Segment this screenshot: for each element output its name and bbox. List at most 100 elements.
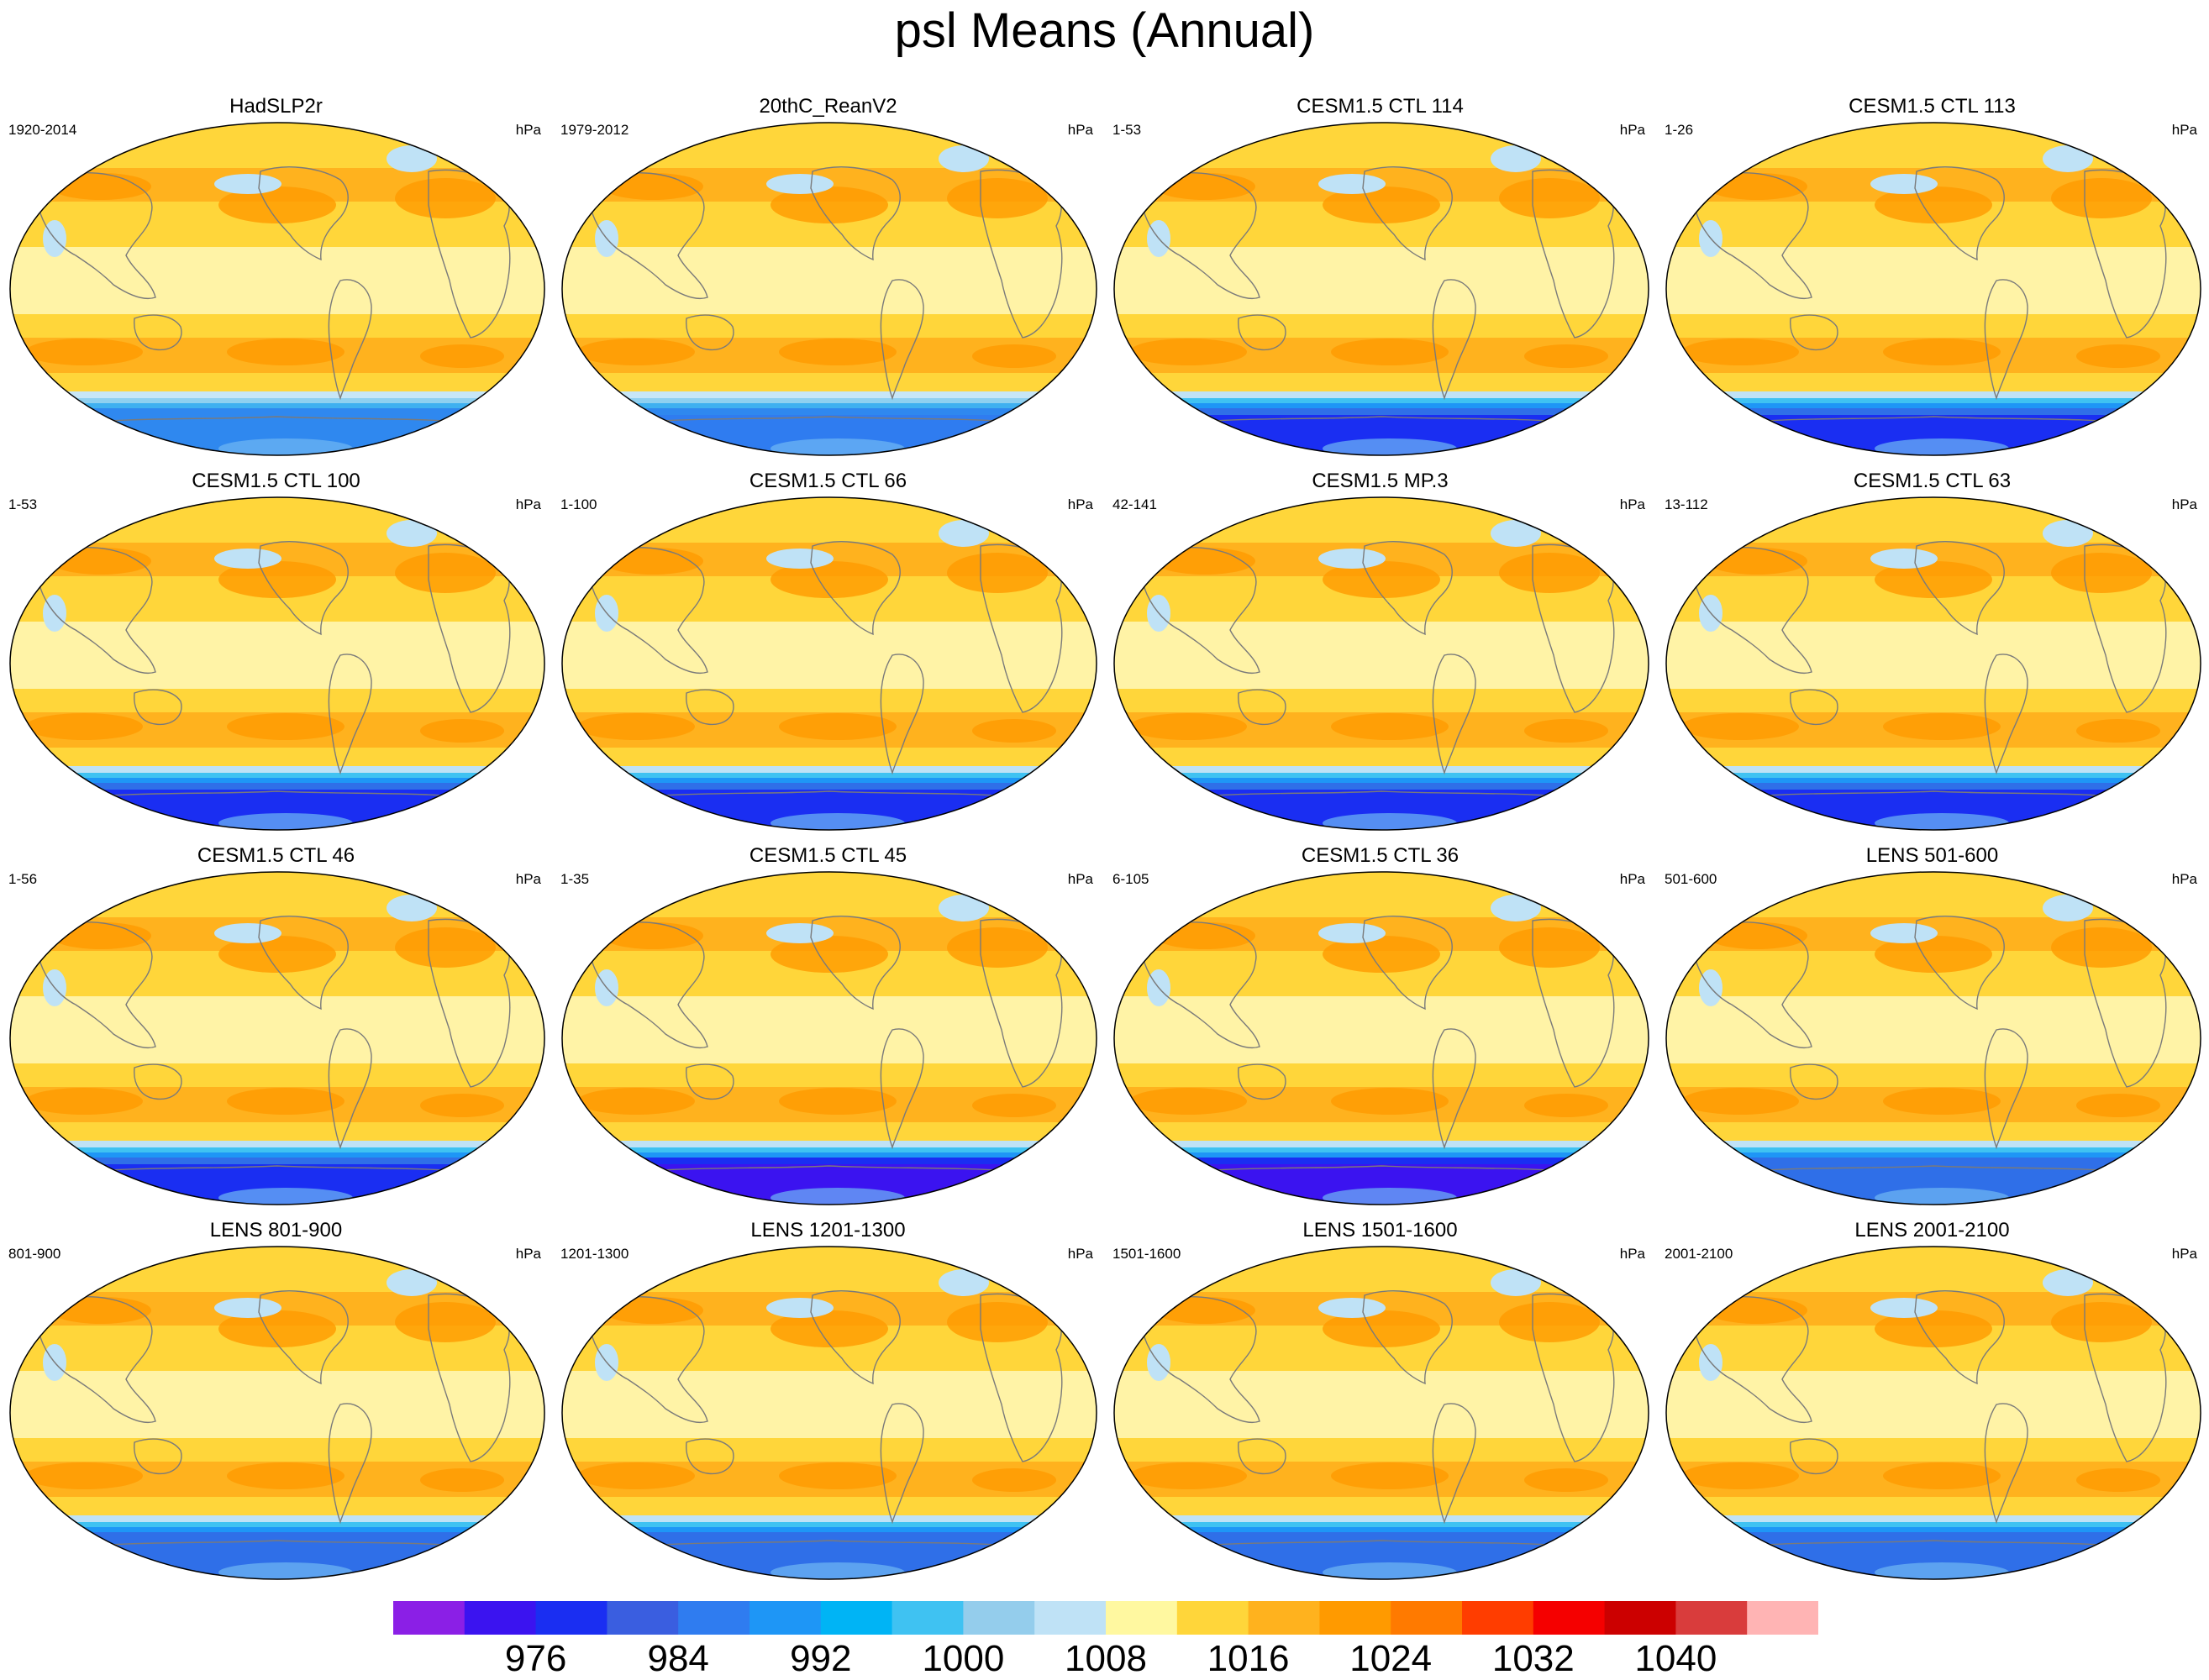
colorbar-tick-label: 1000 (922, 1638, 1005, 1679)
panel-units: hPa (515, 122, 541, 138)
robinson-map (1113, 496, 1649, 831)
panel-title: CESM1.5 CTL 36 (1301, 844, 1460, 867)
pressure-field (1114, 497, 1649, 830)
panel-period: 1201-1300 (560, 1246, 629, 1262)
colorbar-swatch (1462, 1601, 1534, 1635)
panel-title: LENS 501-600 (1865, 844, 1999, 867)
robinson-map (9, 871, 545, 1205)
panel-period: 501-600 (1665, 871, 1717, 887)
map-border (1665, 122, 2201, 456)
panel-period: 1-56 (8, 871, 38, 887)
panel-units: hPa (1619, 871, 1645, 887)
map-border (9, 122, 545, 456)
map-panel: CESM1.5 MP.3 42-141 hPa (1104, 469, 1656, 845)
robinson-map (1113, 1246, 1649, 1580)
panel-title: CESM1.5 CTL 66 (749, 470, 907, 492)
colorbar-tick-label: 1008 (1065, 1638, 1147, 1679)
panel-title: LENS 1201-1300 (750, 1219, 906, 1242)
map-border (561, 496, 1097, 831)
panel-title: LENS 1501-1600 (1302, 1219, 1458, 1242)
map-panel: LENS 1501-1600 1501-1600 hPa (1104, 1218, 1656, 1594)
robinson-map (1665, 1246, 2201, 1580)
robinson-map (9, 122, 545, 456)
panel-period: 1501-1600 (1112, 1246, 1181, 1262)
robinson-map (561, 1246, 1097, 1580)
panel-title: CESM1.5 CTL 63 (1853, 470, 2012, 492)
panel-period: 13-112 (1665, 496, 1708, 512)
panel-period: 1920-2014 (8, 122, 77, 138)
map-panel: LENS 1201-1300 1201-1300 hPa (552, 1218, 1104, 1594)
panel-units: hPa (1067, 1246, 1093, 1262)
colorbar-swatch (535, 1601, 607, 1635)
robinson-map (1665, 871, 2201, 1205)
colorbar-swatch (1106, 1601, 1178, 1635)
map-panel: LENS 2001-2100 2001-2100 hPa (1656, 1218, 2208, 1594)
map-panel: HadSLP2r 1920-2014 hPa (0, 94, 552, 470)
colorbar-swatch (820, 1601, 893, 1635)
panel-period: 1-100 (560, 496, 597, 512)
panel-period: 2001-2100 (1665, 1246, 1733, 1262)
map-panel: CESM1.5 CTL 114 1-53 hPa (1104, 94, 1656, 470)
panel-grid: HadSLP2r 1920-2014 hPa 20thC_ReanV2 1979-201… (0, 94, 2208, 1580)
robinson-map (1665, 122, 2201, 456)
map-border (9, 1246, 545, 1580)
robinson-map (9, 1246, 545, 1580)
map-panel: CESM1.5 CTL 113 1-26 hPa (1656, 94, 2208, 470)
map-border (1665, 871, 2201, 1205)
panel-units: hPa (1067, 871, 1093, 887)
map-border (1113, 122, 1649, 456)
map-panel: LENS 501-600 501-600 hPa (1656, 843, 2208, 1220)
panel-units: hPa (2171, 496, 2197, 512)
panel-title: CESM1.5 CTL 113 (1849, 95, 2016, 118)
map-border (561, 871, 1097, 1205)
map-border (1665, 496, 2201, 831)
panel-period: 1-26 (1665, 122, 1694, 138)
colorbar-tick-label: 1032 (1491, 1638, 1575, 1679)
panel-units: hPa (1619, 496, 1645, 512)
colorbar-tick-label: 1024 (1349, 1638, 1433, 1679)
panel-title: LENS 801-900 (209, 1219, 343, 1242)
colorbar-tick-label: 984 (647, 1638, 709, 1679)
map-panel: CESM1.5 CTL 45 1-35 hPa (552, 843, 1104, 1220)
colorbar-tick-label: 1040 (1634, 1638, 1717, 1679)
panel-title: CESM1.5 CTL 45 (749, 844, 907, 867)
robinson-map (9, 496, 545, 831)
pressure-field (1114, 123, 1649, 455)
map-border (1113, 1246, 1649, 1580)
colorbar-tick-label: 992 (790, 1638, 852, 1679)
colorbar-tick-label: 976 (504, 1638, 567, 1679)
panel-title: HadSLP2r (229, 95, 323, 118)
robinson-map (1665, 496, 2201, 831)
colorbar-swatch (1034, 1601, 1107, 1635)
map-panel: LENS 801-900 801-900 hPa (0, 1218, 552, 1594)
pressure-field (10, 123, 544, 455)
panel-period: 6-105 (1112, 871, 1149, 887)
colorbar-swatch (749, 1601, 822, 1635)
map-panel: 20thC_ReanV2 1979-2012 hPa (552, 94, 1104, 470)
map-border (1113, 496, 1649, 831)
panel-units: hPa (2171, 1246, 2197, 1262)
colorbar-swatch (891, 1601, 964, 1635)
main-title: psl Means (Annual) (894, 3, 1315, 58)
map-panel: CESM1.5 CTL 46 1-56 hPa (0, 843, 552, 1220)
map-panel: CESM1.5 CTL 100 1-53 hPa (0, 469, 552, 845)
panel-period: 1-53 (1112, 122, 1142, 138)
colorbar-labels: 976 984 992 1000 1008 1016 1024 1032 1040 (0, 1638, 2209, 1680)
panel-units: hPa (515, 496, 541, 512)
panel-period: 1979-2012 (560, 122, 629, 138)
panel-units: hPa (2171, 871, 2197, 887)
panel-units: hPa (515, 1246, 541, 1262)
panel-units: hPa (1067, 496, 1093, 512)
colorbar-swatch (1604, 1601, 1676, 1635)
map-border (1113, 871, 1649, 1205)
map-panel: CESM1.5 CTL 63 13-112 hPa (1656, 469, 2208, 845)
colorbar-swatch (1176, 1601, 1249, 1635)
map-border (561, 122, 1097, 456)
panel-title: 20thC_ReanV2 (759, 95, 897, 118)
colorbar-swatch (678, 1601, 750, 1635)
panel-title: CESM1.5 CTL 100 (192, 470, 360, 492)
colorbar-swatch (464, 1601, 537, 1635)
panel-units: hPa (1619, 1246, 1645, 1262)
map-panel: CESM1.5 CTL 66 1-100 hPa (552, 469, 1104, 845)
panel-units: hPa (2171, 122, 2197, 138)
